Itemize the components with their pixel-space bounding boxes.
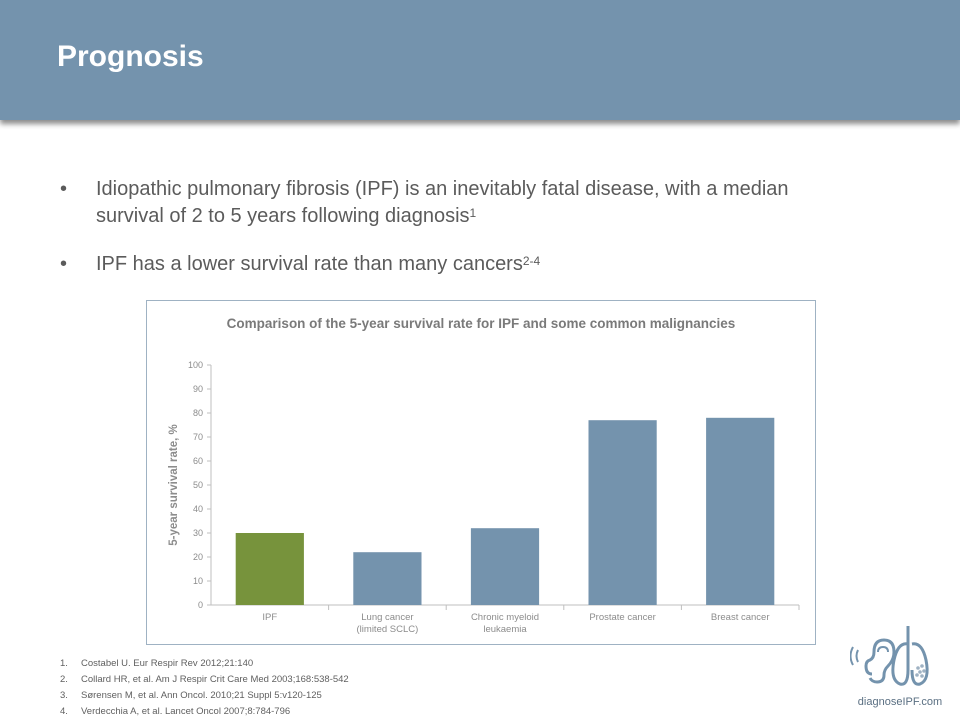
y-tick-label: 40 bbox=[193, 504, 203, 514]
reference-number: 2. bbox=[60, 674, 68, 685]
y-tick-label: 0 bbox=[198, 600, 203, 610]
bar-chart: 0 10 20 30 40 50 60 70 80 90 100 5-year survival ra… bbox=[168, 360, 800, 635]
reference-item: 3. Sørensen M, et al. Ann Oncol. 2010;21 … bbox=[60, 688, 349, 704]
logo-text: diagnoseIPF.com bbox=[857, 696, 943, 708]
reference-text: Sørensen M, et al. Ann Oncol. 2010;21 Su… bbox=[81, 690, 322, 701]
reference-number: 3. bbox=[60, 690, 68, 701]
bullet-dot: • bbox=[60, 253, 68, 275]
reference-number: 4. bbox=[60, 706, 68, 717]
bar bbox=[588, 420, 657, 605]
reference-number: 1. bbox=[60, 658, 68, 669]
reference-item: 1. Costabel U. Eur Respir Rev 2012;21:140 bbox=[60, 656, 349, 672]
reference-item: 2. Collard HR, et al. Am J Respir Crit Ca… bbox=[60, 672, 349, 688]
bar bbox=[353, 552, 422, 605]
y-tick-label: 20 bbox=[193, 552, 203, 562]
bar bbox=[235, 533, 304, 605]
bullet-text: IPF has a lower survival rate than many … bbox=[96, 253, 523, 275]
y-tick-label: 60 bbox=[193, 456, 203, 466]
bullet-dot: • bbox=[60, 178, 68, 200]
bullet-text: Idiopathic pulmonary fibrosis (IPF) is a… bbox=[96, 178, 789, 227]
x-tick-label: Breast cancer bbox=[711, 612, 770, 623]
y-tick-label: 50 bbox=[193, 480, 203, 490]
chart-panel: Comparison of the 5-year survival rate f… bbox=[146, 300, 816, 645]
bullet-list: • Idiopathic pulmonary fibrosis (IPF) is… bbox=[60, 176, 820, 299]
reference-text: Collard HR, et al. Am J Respir Crit Care… bbox=[81, 674, 349, 685]
y-tick-label: 80 bbox=[193, 408, 203, 418]
x-tick-label: Prostate cancer bbox=[589, 612, 656, 623]
bullet-item: • IPF has a lower survival rate than man… bbox=[60, 251, 820, 278]
x-tick-label: leukaemia bbox=[483, 624, 527, 635]
y-tick-label: 70 bbox=[193, 432, 203, 442]
bar bbox=[706, 417, 775, 605]
x-tick-label: Lung cancer bbox=[361, 612, 413, 623]
x-tick-label: Chronic myeloid bbox=[471, 612, 539, 623]
bar bbox=[470, 528, 540, 605]
x-tick-label: IPF bbox=[262, 612, 277, 623]
reference-text: Verdecchia A, et al. Lancet Oncol 2007;8… bbox=[81, 706, 291, 717]
y-axis-label: 5-year survival rate, % bbox=[168, 424, 180, 545]
reference-item: 4. Verdecchia A, et al. Lancet Oncol 2007… bbox=[60, 704, 349, 720]
reference-text: Costabel U. Eur Respir Rev 2012;21:140 bbox=[81, 658, 254, 669]
references: 1. Costabel U. Eur Respir Rev 2012;21:140… bbox=[60, 656, 349, 720]
bullet-superscript: 2-4 bbox=[522, 254, 541, 268]
y-tick-label: 10 bbox=[193, 576, 203, 586]
y-tick-label: 100 bbox=[188, 360, 203, 370]
bullet-superscript: 1 bbox=[469, 206, 477, 220]
title-bar: Prognosis bbox=[0, 0, 960, 120]
bullet-item: • Idiopathic pulmonary fibrosis (IPF) is… bbox=[60, 176, 820, 230]
x-tick-label: (limited SCLC) bbox=[357, 624, 419, 635]
logo: diagnoseIPF.com bbox=[849, 622, 950, 712]
y-tick-label: 30 bbox=[193, 528, 203, 538]
y-tick-label: 90 bbox=[193, 384, 203, 394]
chart-title: Comparison of the 5-year survival rate f… bbox=[226, 316, 736, 331]
slide-title: Prognosis bbox=[57, 40, 204, 73]
ear-lungs-icon bbox=[849, 626, 929, 686]
